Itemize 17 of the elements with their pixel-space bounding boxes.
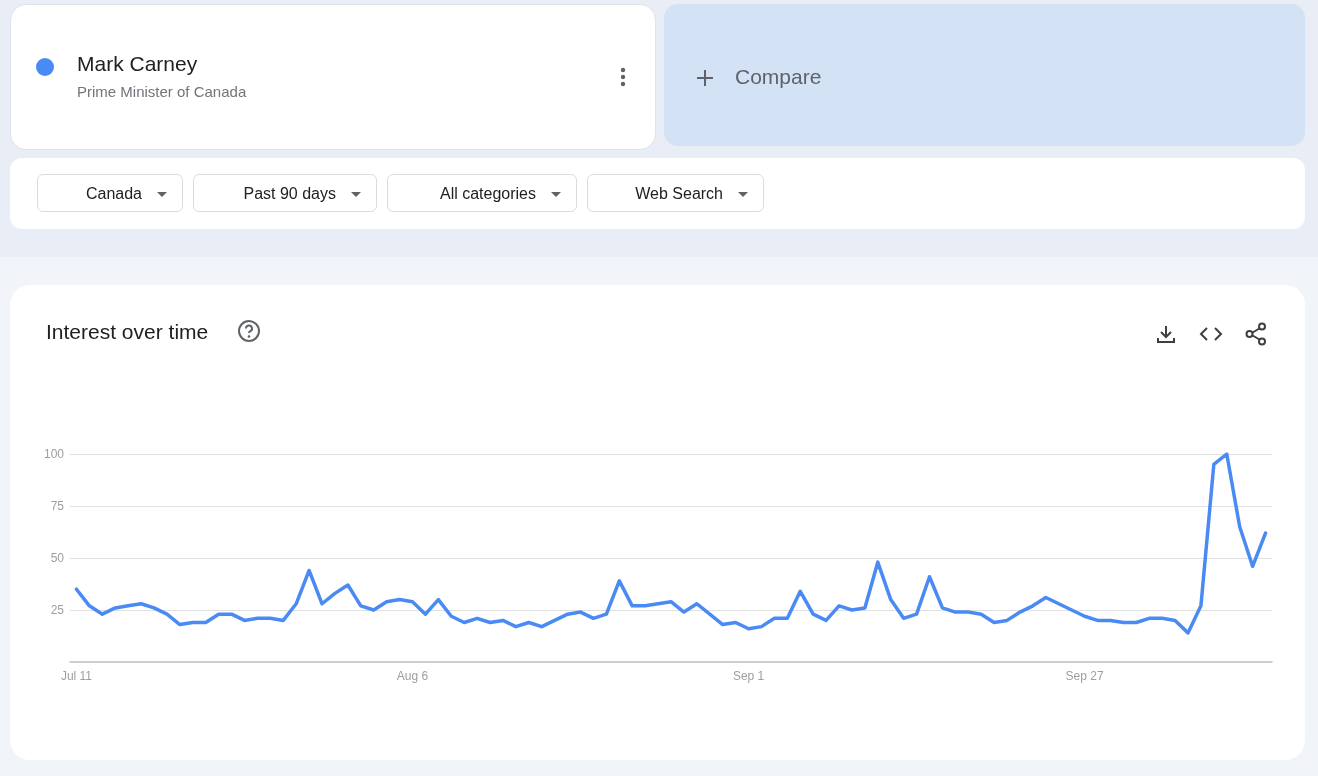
- text: Prime Minister of Canada: [77, 83, 247, 100]
- y-tick-label: 100: [43, 447, 65, 461]
- x-tick-label: Jul 11: [60, 669, 93, 683]
- x-tick-label: Aug 6: [396, 669, 429, 683]
- text: Past 90 days: [242, 185, 336, 203]
- line-series: [74, 452, 1268, 635]
- y-tick-label: 25: [50, 603, 65, 617]
- text: All categories: [438, 185, 536, 203]
- y-tick-label: 50: [50, 551, 65, 565]
- y-tick-label: 75: [50, 499, 65, 513]
- x-tick-label: Sep 27: [1065, 669, 1104, 683]
- legend-label: Mark Carney: [77, 52, 198, 76]
- text: Canada: [84, 185, 142, 203]
- text: Web Search: [634, 185, 723, 203]
- x-tick-label: Sep 1: [732, 669, 765, 683]
- text: Compare: [735, 65, 822, 89]
- chart-title: Interest over time: [46, 320, 209, 344]
